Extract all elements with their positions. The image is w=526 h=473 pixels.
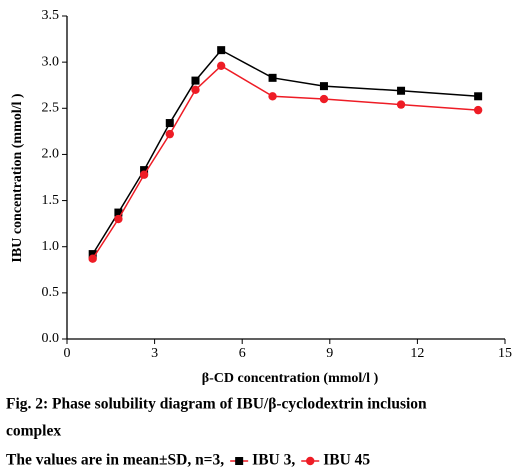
marker (319, 94, 329, 104)
marker (217, 46, 226, 55)
x-tick-label: 6 (239, 346, 246, 361)
x-tick-label: 15 (498, 346, 512, 361)
legend-separator: , (291, 452, 295, 469)
legend-marker (306, 456, 315, 466)
y-tick-label: 3.5 (42, 8, 60, 23)
marker (88, 254, 97, 263)
marker (268, 73, 277, 82)
series-line (92, 49, 479, 255)
marker (140, 166, 149, 175)
x-tick-label: 3 (151, 346, 158, 361)
legend-marker (235, 457, 244, 465)
y-tick-label: 0.5 (42, 285, 60, 300)
legend-label: IBU 3 (252, 452, 291, 469)
marker (114, 214, 123, 224)
y-tick-label: 2.0 (42, 147, 60, 162)
marker (139, 170, 149, 179)
series-line (92, 64, 479, 260)
marker (114, 208, 123, 217)
marker (473, 105, 483, 115)
y-tick-label: 3.0 (42, 54, 60, 69)
marker (268, 92, 277, 101)
x-tick-label: 12 (410, 346, 424, 361)
y-axis-title: IBU concentration (mmol/l ) (10, 93, 25, 262)
caption: Fig. 2: Phase solubility diagram of IBU/… (6, 396, 427, 413)
caption: complex (6, 423, 61, 440)
marker (397, 86, 406, 95)
y-tick-label: 2.5 (42, 101, 60, 116)
marker (165, 129, 174, 139)
marker (165, 119, 174, 128)
marker (474, 92, 483, 101)
marker (396, 100, 406, 109)
x-tick-label: 9 (326, 346, 333, 361)
y-tick-label: 0.0 (42, 331, 60, 346)
legend-label: IBU 45 (323, 452, 370, 469)
x-axis-title: β-CD concentration (mmol/l ) (202, 371, 379, 386)
marker (216, 61, 226, 71)
marker (319, 82, 328, 91)
y-tick-label: 1.0 (42, 239, 60, 254)
note: The values are in mean±SD, n=3, (6, 452, 224, 469)
y-tick-label: 1.5 (42, 193, 60, 208)
marker (191, 76, 200, 85)
x-tick-label: 0 (64, 346, 71, 361)
marker (191, 85, 200, 95)
marker (88, 250, 97, 259)
